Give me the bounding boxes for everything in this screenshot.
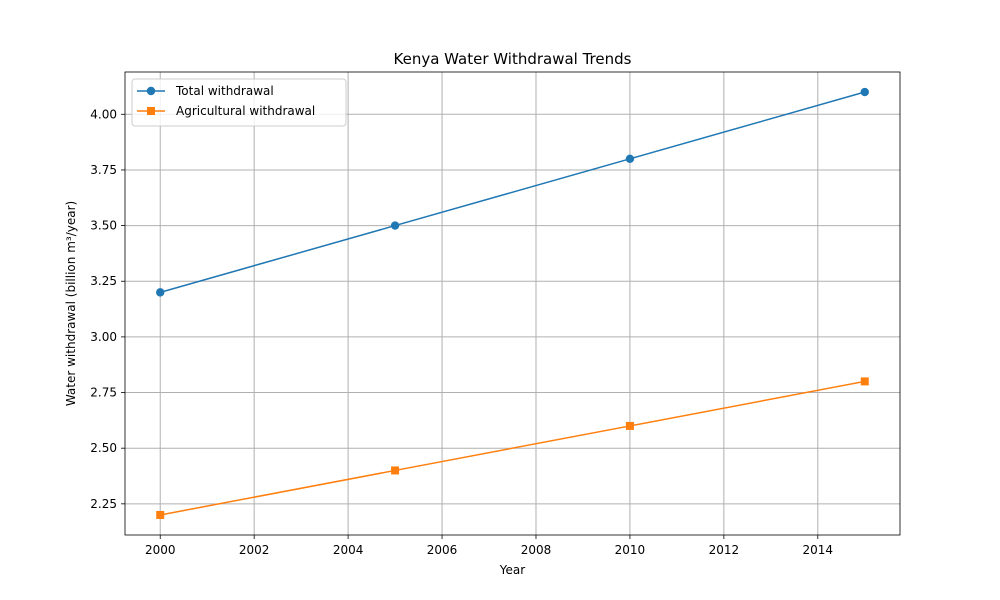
- legend: Total withdrawal Agricultural withdrawal: [131, 78, 347, 127]
- data-point: [391, 466, 400, 475]
- y-tick-label: 4.00: [90, 107, 117, 121]
- x-tick-label: 2000: [145, 543, 176, 557]
- y-tick-label: 3.25: [90, 274, 117, 288]
- x-tick-label: 2006: [427, 543, 458, 557]
- data-point: [625, 421, 634, 430]
- y-tick-label: 2.25: [90, 497, 117, 511]
- axis-ticks: 2000 2002 2004 2006 2008 2010 2012 2014 2.25 2.50…: [90, 107, 833, 557]
- y-tick-label: 3.00: [90, 330, 117, 344]
- legend-box: [131, 78, 347, 127]
- legend-marker: [146, 86, 156, 96]
- x-tick-label: 2008: [521, 543, 552, 557]
- chart-title: Kenya Water Withdrawal Trends: [394, 50, 632, 68]
- series-line-1: [160, 380, 865, 516]
- data-point: [156, 510, 165, 519]
- series-line-0: [160, 91, 865, 294]
- x-tick-label: 2004: [333, 543, 364, 557]
- y-axis-title: Water withdrawal (billion m³/year): [64, 201, 78, 406]
- x-axis-title: Year: [499, 563, 525, 577]
- x-tick-label: 2014: [803, 543, 834, 557]
- data-point: [860, 87, 869, 97]
- data-point: [860, 377, 869, 386]
- y-tick-label: 3.75: [90, 163, 117, 177]
- y-tick-label: 2.50: [90, 441, 117, 455]
- data-point: [390, 221, 400, 230]
- legend-marker: [147, 107, 155, 115]
- legend-label: Total withdrawal: [175, 84, 274, 98]
- data-point: [625, 154, 635, 164]
- x-tick-label: 2002: [239, 543, 270, 557]
- plot-frame: [124, 71, 901, 536]
- legend-label: Agricultural withdrawal: [176, 104, 315, 118]
- y-tick-label: 3.50: [90, 219, 117, 233]
- x-tick-label: 2010: [615, 543, 646, 557]
- series-layer: [156, 87, 869, 519]
- x-tick-label: 2012: [709, 543, 740, 557]
- y-tick-label: 2.75: [90, 386, 117, 400]
- data-point: [156, 288, 165, 297]
